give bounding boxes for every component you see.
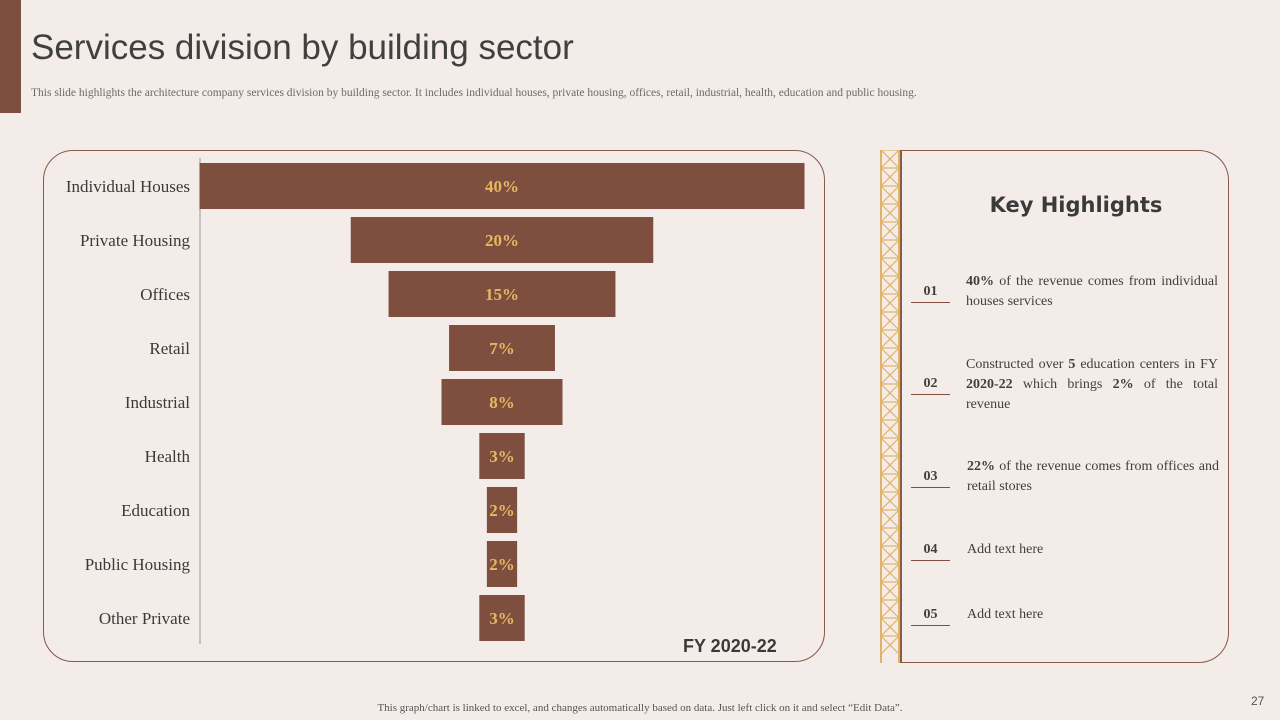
category-label: Retail <box>149 339 190 358</box>
ladder-brace <box>880 185 900 205</box>
ladder-brace <box>880 563 900 583</box>
data-label: 3% <box>489 447 515 466</box>
category-label: Education <box>121 501 190 520</box>
data-label: 2% <box>489 501 515 520</box>
highlight-number-05: 05 <box>911 607 950 626</box>
bar-public-housing[interactable] <box>486 541 518 587</box>
highlight-number-02: 02 <box>911 376 950 395</box>
data-label: 7% <box>489 339 515 358</box>
ladder-brace <box>880 257 900 277</box>
footer-note: This graph/chart is linked to excel, and… <box>377 702 903 714</box>
ladder-brace <box>880 221 900 241</box>
ladder-brace <box>880 311 900 331</box>
ladder-brace <box>880 293 900 313</box>
ladder-brace <box>880 635 900 655</box>
highlight-number-01: 01 <box>911 284 950 303</box>
bar-private-housing[interactable] <box>350 217 654 263</box>
highlight-number-04: 04 <box>911 542 950 561</box>
ladder-brace <box>880 437 900 457</box>
ladder-brace <box>880 599 900 619</box>
bar-offices[interactable] <box>388 271 616 317</box>
highlights-panel <box>900 150 1229 663</box>
chart-caption: FY 2020-22 <box>683 636 777 656</box>
data-label: 3% <box>489 609 515 628</box>
ladder-brace <box>880 419 900 439</box>
highlights-title: Key Highlights <box>989 193 1163 217</box>
ladder-brace <box>880 365 900 385</box>
ladder-brace <box>880 491 900 511</box>
category-label: Public Housing <box>85 555 191 574</box>
ladder-brace <box>880 545 900 565</box>
chart-panel <box>43 150 825 662</box>
ladder-brace <box>880 347 900 367</box>
category-label: Health <box>145 447 191 466</box>
ladder-brace <box>880 617 900 637</box>
category-label: Individual Houses <box>66 177 190 196</box>
ladder-brace <box>880 203 900 223</box>
data-label: 15% <box>485 285 519 304</box>
bar-individual-houses[interactable] <box>199 163 805 209</box>
highlight-text-04[interactable]: Add text here <box>967 542 1044 557</box>
ladder-brace <box>880 455 900 475</box>
bar-other-private[interactable] <box>479 595 525 641</box>
ladder-brace <box>880 581 900 601</box>
bar-education[interactable] <box>486 487 518 533</box>
ladder-brace <box>880 509 900 529</box>
highlight-text-03: 22% of the revenue comes from offices an… <box>967 459 1219 494</box>
data-label: 2% <box>489 555 515 574</box>
highlight-number-03: 03 <box>911 469 950 488</box>
ladder-brace <box>880 473 900 493</box>
category-label: Private Housing <box>80 231 191 250</box>
ladder-brace <box>880 167 900 187</box>
bar-industrial[interactable] <box>441 379 563 425</box>
funnel-chart[interactable]: 40% Individual Houses 20% Private Housing 15… <box>0 0 830 670</box>
accent-bar <box>0 0 21 113</box>
category-label: Other Private <box>99 609 190 628</box>
ladder-brace <box>880 329 900 349</box>
highlight-text-05[interactable]: Add text here <box>967 607 1044 622</box>
highlight-text-01: 40% of the revenue comes from individual… <box>966 274 1218 309</box>
ladder-brace <box>880 527 900 547</box>
ladder-brace <box>880 401 900 421</box>
category-label: Industrial <box>125 393 190 412</box>
decorative-ladder <box>880 150 900 663</box>
bar-retail[interactable] <box>449 325 555 371</box>
bar-health[interactable] <box>479 433 525 479</box>
data-label: 8% <box>489 393 515 412</box>
highlight-text-02: Constructed over 5 education centers in … <box>966 357 1218 412</box>
slide-title: Services division by building sector <box>31 28 574 67</box>
data-label: 20% <box>485 231 519 250</box>
ladder-brace <box>880 239 900 259</box>
page-number: 27 <box>1251 694 1265 708</box>
data-label: 40% <box>485 177 519 196</box>
category-label: Offices <box>140 285 190 304</box>
ladder-brace <box>880 275 900 295</box>
ladder-brace <box>880 150 900 169</box>
ladder-brace <box>880 383 900 403</box>
slide-subtitle: This slide highlights the architecture c… <box>31 87 917 99</box>
